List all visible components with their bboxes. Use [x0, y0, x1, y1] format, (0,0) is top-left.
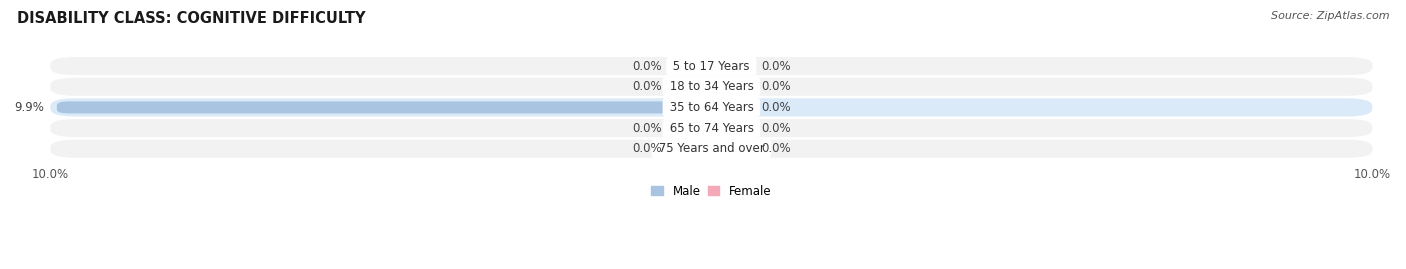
Text: 75 Years and over: 75 Years and over	[655, 142, 768, 155]
FancyBboxPatch shape	[711, 143, 748, 155]
FancyBboxPatch shape	[51, 140, 1372, 158]
FancyBboxPatch shape	[51, 98, 1372, 116]
Text: 0.0%: 0.0%	[761, 60, 790, 73]
FancyBboxPatch shape	[675, 60, 711, 72]
Text: 0.0%: 0.0%	[761, 122, 790, 134]
FancyBboxPatch shape	[51, 78, 1372, 96]
Text: 0.0%: 0.0%	[633, 142, 662, 155]
Text: Source: ZipAtlas.com: Source: ZipAtlas.com	[1271, 11, 1389, 21]
Text: 0.0%: 0.0%	[761, 80, 790, 93]
FancyBboxPatch shape	[56, 101, 711, 114]
Text: 0.0%: 0.0%	[761, 142, 790, 155]
FancyBboxPatch shape	[675, 81, 711, 93]
FancyBboxPatch shape	[711, 81, 748, 93]
Text: 0.0%: 0.0%	[761, 101, 790, 114]
FancyBboxPatch shape	[711, 60, 748, 72]
FancyBboxPatch shape	[51, 119, 1372, 137]
FancyBboxPatch shape	[675, 143, 711, 155]
FancyBboxPatch shape	[675, 122, 711, 134]
Text: 0.0%: 0.0%	[633, 122, 662, 134]
Text: 0.0%: 0.0%	[633, 60, 662, 73]
Legend: Male, Female: Male, Female	[647, 180, 776, 202]
FancyBboxPatch shape	[51, 57, 1372, 75]
FancyBboxPatch shape	[711, 122, 748, 134]
Text: DISABILITY CLASS: COGNITIVE DIFFICULTY: DISABILITY CLASS: COGNITIVE DIFFICULTY	[17, 11, 366, 26]
Text: 18 to 34 Years: 18 to 34 Years	[665, 80, 758, 93]
Text: 5 to 17 Years: 5 to 17 Years	[669, 60, 754, 73]
Text: 35 to 64 Years: 35 to 64 Years	[665, 101, 758, 114]
FancyBboxPatch shape	[711, 101, 748, 114]
Text: 9.9%: 9.9%	[14, 101, 44, 114]
Text: 65 to 74 Years: 65 to 74 Years	[665, 122, 758, 134]
Text: 0.0%: 0.0%	[633, 80, 662, 93]
